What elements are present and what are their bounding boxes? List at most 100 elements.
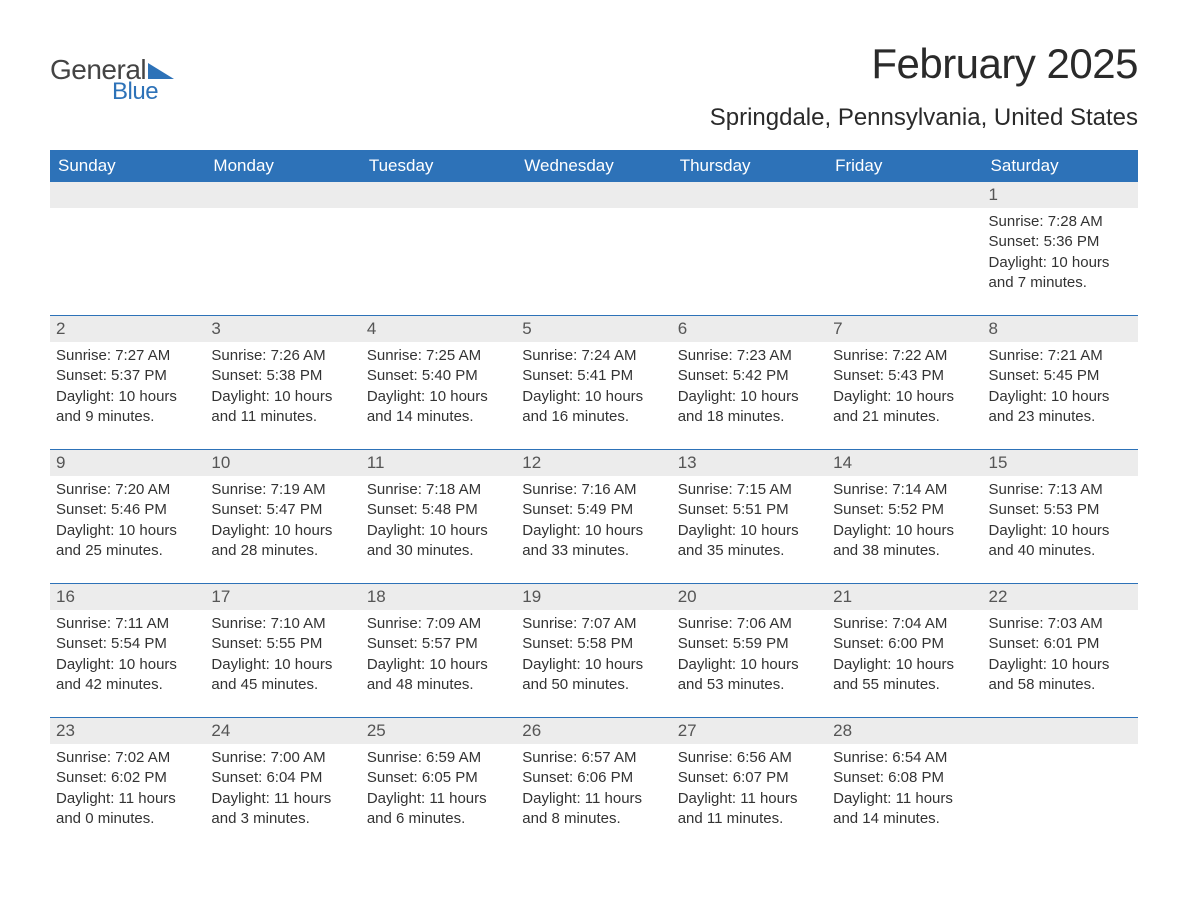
sunrise-line: Sunrise: 7:27 AM [56, 346, 199, 366]
sunrise-line: Sunrise: 7:16 AM [522, 480, 665, 500]
daylight-line: Daylight: 10 hours and 7 minutes. [989, 253, 1132, 294]
day-number-row: 16171819202122 [50, 584, 1138, 610]
sunset-line: Sunset: 5:40 PM [367, 366, 510, 386]
day-detail-row: Sunrise: 7:20 AMSunset: 5:46 PMDaylight:… [50, 476, 1138, 584]
day-detail-row: Sunrise: 7:02 AMSunset: 6:02 PM Daylight:… [50, 744, 1138, 851]
day-number-row: 9101112131415 [50, 450, 1138, 476]
day-detail-cell: Sunrise: 6:59 AMSunset: 6:05 PMDaylight:… [361, 744, 516, 851]
day-number-cell: 10 [205, 450, 360, 476]
sunset-line: Sunset: 5:43 PM [833, 366, 976, 386]
day-number-cell: 18 [361, 584, 516, 610]
daylight-line: Daylight: 10 hours and 58 minutes. [989, 655, 1132, 696]
day-detail-cell: Sunrise: 7:20 AMSunset: 5:46 PMDaylight:… [50, 476, 205, 584]
day-number-cell [205, 182, 360, 208]
day-detail-cell: Sunrise: 7:21 AMSunset: 5:45 PMDaylight:… [983, 342, 1138, 450]
weekday-header: Sunday [50, 150, 205, 182]
weekday-header: Friday [827, 150, 982, 182]
daylight-line: Daylight: 10 hours and 23 minutes. [989, 387, 1132, 428]
day-detail-cell: Sunrise: 7:13 AMSunset: 5:53 PMDaylight:… [983, 476, 1138, 584]
sunset-line: Sunset: 5:45 PM [989, 366, 1132, 386]
day-number-cell: 8 [983, 316, 1138, 342]
day-number-cell [516, 182, 671, 208]
day-number-cell: 17 [205, 584, 360, 610]
day-detail-cell: Sunrise: 7:16 AMSunset: 5:49 PMDaylight:… [516, 476, 671, 584]
daylight-line: Daylight: 10 hours and 25 minutes. [56, 521, 199, 562]
day-number-cell: 22 [983, 584, 1138, 610]
daylight-line: Daylight: 11 hours and 6 minutes. [367, 789, 510, 830]
day-detail-cell [672, 208, 827, 316]
day-number-cell: 11 [361, 450, 516, 476]
header: General Blue February 2025 Springdale, P… [50, 40, 1138, 144]
sunset-line: Sunset: 5:54 PM [56, 634, 199, 654]
day-detail-cell: Sunrise: 7:19 AMSunset: 5:47 PMDaylight:… [205, 476, 360, 584]
weekday-header: Monday [205, 150, 360, 182]
sunset-line: Sunset: 5:59 PM [678, 634, 821, 654]
sunset-line: Sunset: 5:42 PM [678, 366, 821, 386]
daylight-line: Daylight: 10 hours and 50 minutes. [522, 655, 665, 696]
day-number-cell: 19 [516, 584, 671, 610]
day-detail-cell: Sunrise: 7:22 AMSunset: 5:43 PMDaylight:… [827, 342, 982, 450]
day-detail-cell: Sunrise: 7:02 AMSunset: 6:02 PMDaylight:… [50, 744, 205, 851]
day-detail-cell: Sunrise: 7:23 AMSunset: 5:42 PMDaylight:… [672, 342, 827, 450]
day-number-cell [983, 718, 1138, 744]
day-detail-cell [983, 744, 1138, 851]
daylight-line: Daylight: 10 hours and 11 minutes. [211, 387, 354, 428]
day-number-cell: 15 [983, 450, 1138, 476]
sunset-line: Sunset: 6:04 PM [211, 768, 354, 788]
sunrise-line: Sunrise: 7:10 AM [211, 614, 354, 634]
sunrise-line: Sunrise: 7:11 AM [56, 614, 199, 634]
daylight-line: Daylight: 10 hours and 45 minutes. [211, 655, 354, 696]
day-detail-cell: Sunrise: 7:27 AMSunset: 5:37 PMDaylight:… [50, 342, 205, 450]
day-detail-cell: Sunrise: 7:15 AMSunset: 5:51 PMDaylight:… [672, 476, 827, 584]
day-number-cell: 9 [50, 450, 205, 476]
sunrise-line: Sunrise: 7:21 AM [989, 346, 1132, 366]
sunrise-line: Sunrise: 7:02 AM [56, 748, 199, 768]
day-number-cell: 3 [205, 316, 360, 342]
day-detail-cell [50, 208, 205, 316]
sunrise-line: Sunrise: 7:25 AM [367, 346, 510, 366]
sunrise-line: Sunrise: 7:28 AM [989, 212, 1132, 232]
daylight-line: Daylight: 10 hours and 16 minutes. [522, 387, 665, 428]
sunset-line: Sunset: 5:55 PM [211, 634, 354, 654]
day-number-cell: 5 [516, 316, 671, 342]
day-number-cell: 7 [827, 316, 982, 342]
daylight-line: Daylight: 10 hours and 21 minutes. [833, 387, 976, 428]
sunset-line: Sunset: 6:02 PM [56, 768, 199, 788]
day-number-row: 1 [50, 182, 1138, 208]
sunrise-line: Sunrise: 7:15 AM [678, 480, 821, 500]
day-number-cell: 6 [672, 316, 827, 342]
daylight-line: Daylight: 11 hours and 14 minutes. [833, 789, 976, 830]
sunrise-line: Sunrise: 6:57 AM [522, 748, 665, 768]
calendar-table: SundayMondayTuesdayWednesdayThursdayFrid… [50, 150, 1138, 851]
day-detail-cell: Sunrise: 7:04 AMSunset: 6:00 PMDaylight:… [827, 610, 982, 718]
day-detail-cell: Sunrise: 7:09 AMSunset: 5:57 PMDaylight:… [361, 610, 516, 718]
sunrise-line: Sunrise: 7:26 AM [211, 346, 354, 366]
day-number-cell: 2 [50, 316, 205, 342]
sunrise-line: Sunrise: 7:03 AM [989, 614, 1132, 634]
day-number-cell: 28 [827, 718, 982, 744]
day-detail-cell: Sunrise: 6:56 AMSunset: 6:07 PMDaylight:… [672, 744, 827, 851]
sunrise-line: Sunrise: 7:13 AM [989, 480, 1132, 500]
weekday-header: Thursday [672, 150, 827, 182]
sunrise-line: Sunrise: 7:09 AM [367, 614, 510, 634]
logo-text-blue: Blue [112, 78, 158, 106]
sunset-line: Sunset: 5:47 PM [211, 500, 354, 520]
day-number-row: 2345678 [50, 316, 1138, 342]
day-number-cell: 4 [361, 316, 516, 342]
sunset-line: Sunset: 6:01 PM [989, 634, 1132, 654]
logo: General Blue [50, 40, 174, 106]
daylight-line: Daylight: 10 hours and 18 minutes. [678, 387, 821, 428]
sunrise-line: Sunrise: 6:59 AM [367, 748, 510, 768]
sunset-line: Sunset: 5:37 PM [56, 366, 199, 386]
day-number-cell: 27 [672, 718, 827, 744]
sunrise-line: Sunrise: 7:18 AM [367, 480, 510, 500]
sunset-line: Sunset: 5:58 PM [522, 634, 665, 654]
day-number-cell: 12 [516, 450, 671, 476]
day-detail-cell [205, 208, 360, 316]
sunrise-line: Sunrise: 7:04 AM [833, 614, 976, 634]
sunset-line: Sunset: 6:08 PM [833, 768, 976, 788]
sunrise-line: Sunrise: 7:24 AM [522, 346, 665, 366]
sunrise-line: Sunrise: 7:20 AM [56, 480, 199, 500]
daylight-line: Daylight: 11 hours and 3 minutes. [211, 789, 354, 830]
sunrise-line: Sunrise: 7:22 AM [833, 346, 976, 366]
